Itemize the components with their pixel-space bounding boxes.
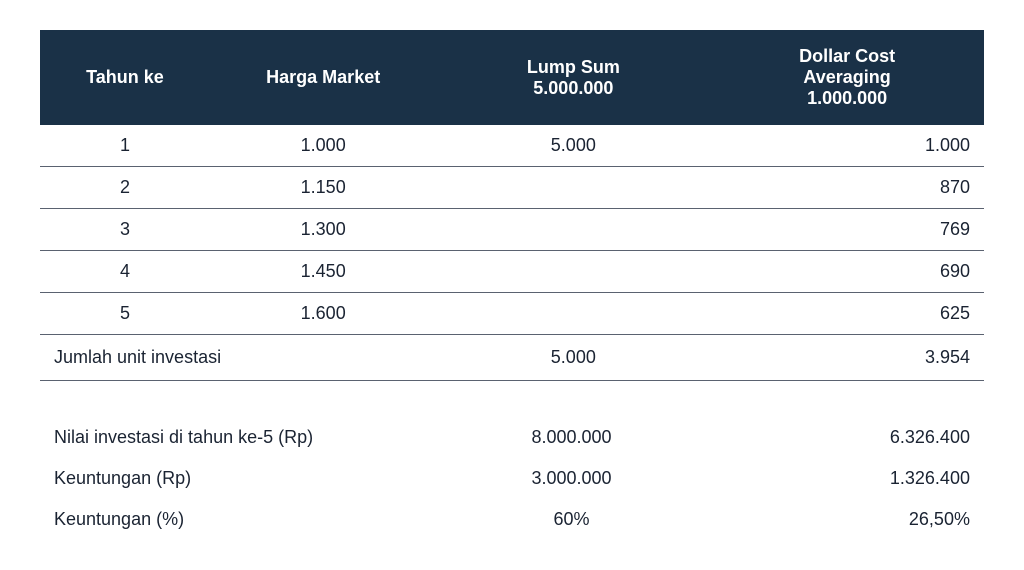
cell-dca: 1.000 xyxy=(710,125,984,167)
table-row: 5 1.600 625 xyxy=(40,293,984,335)
header-lump-line1: Lump Sum xyxy=(448,57,698,78)
cell-year: 3 xyxy=(40,209,210,251)
total-lump: 5.000 xyxy=(436,335,710,381)
table-body: 1 1.000 5.000 1.000 2 1.150 870 3 1.300 … xyxy=(40,125,984,381)
cell-year: 1 xyxy=(40,125,210,167)
cell-lump xyxy=(436,167,710,209)
summary-label: Nilai investasi di tahun ke-5 (Rp) xyxy=(54,427,439,448)
main-table: Tahun ke Harga Market Lump Sum 5.000.000… xyxy=(40,30,984,381)
table-row: 1 1.000 5.000 1.000 xyxy=(40,125,984,167)
total-label: Jumlah unit investasi xyxy=(40,335,436,381)
cell-dca: 769 xyxy=(710,209,984,251)
table-header: Tahun ke Harga Market Lump Sum 5.000.000… xyxy=(40,30,984,125)
cell-dca: 690 xyxy=(710,251,984,293)
cell-lump: 5.000 xyxy=(436,125,710,167)
header-dca: Dollar Cost Averaging 1.000.000 xyxy=(710,30,984,125)
table-row: 3 1.300 769 xyxy=(40,209,984,251)
cell-dca: 870 xyxy=(710,167,984,209)
summary-lump: 8.000.000 xyxy=(439,427,705,448)
cell-lump xyxy=(436,293,710,335)
cell-year: 4 xyxy=(40,251,210,293)
summary-dca: 6.326.400 xyxy=(704,427,970,448)
table-row: 2 1.150 870 xyxy=(40,167,984,209)
cell-price: 1.450 xyxy=(210,251,437,293)
cell-price: 1.300 xyxy=(210,209,437,251)
summary-lump: 3.000.000 xyxy=(439,468,705,489)
cell-price: 1.600 xyxy=(210,293,437,335)
cell-dca: 625 xyxy=(710,293,984,335)
cell-lump xyxy=(436,251,710,293)
header-dca-line2: Averaging xyxy=(722,67,972,88)
summary-lump: 60% xyxy=(439,509,705,530)
summary-row: Keuntungan (Rp) 3.000.000 1.326.400 xyxy=(40,458,984,499)
summary-label: Keuntungan (Rp) xyxy=(54,468,439,489)
table-row: 4 1.450 690 xyxy=(40,251,984,293)
header-lump-sum: Lump Sum 5.000.000 xyxy=(436,30,710,125)
cell-price: 1.150 xyxy=(210,167,437,209)
total-dca: 3.954 xyxy=(710,335,984,381)
investment-comparison-table: Tahun ke Harga Market Lump Sum 5.000.000… xyxy=(40,30,984,540)
header-price: Harga Market xyxy=(210,30,437,125)
cell-year: 2 xyxy=(40,167,210,209)
header-lump-line2: 5.000.000 xyxy=(448,78,698,99)
summary-dca: 1.326.400 xyxy=(704,468,970,489)
summary-row: Keuntungan (%) 60% 26,50% xyxy=(40,499,984,540)
cell-lump xyxy=(436,209,710,251)
total-row: Jumlah unit investasi 5.000 3.954 xyxy=(40,335,984,381)
summary-dca: 26,50% xyxy=(704,509,970,530)
summary-section: Nilai investasi di tahun ke-5 (Rp) 8.000… xyxy=(40,417,984,540)
header-dca-line3: 1.000.000 xyxy=(722,88,972,109)
cell-price: 1.000 xyxy=(210,125,437,167)
cell-year: 5 xyxy=(40,293,210,335)
header-dca-line1: Dollar Cost xyxy=(722,46,972,67)
header-year: Tahun ke xyxy=(40,30,210,125)
summary-row: Nilai investasi di tahun ke-5 (Rp) 8.000… xyxy=(40,417,984,458)
summary-label: Keuntungan (%) xyxy=(54,509,439,530)
